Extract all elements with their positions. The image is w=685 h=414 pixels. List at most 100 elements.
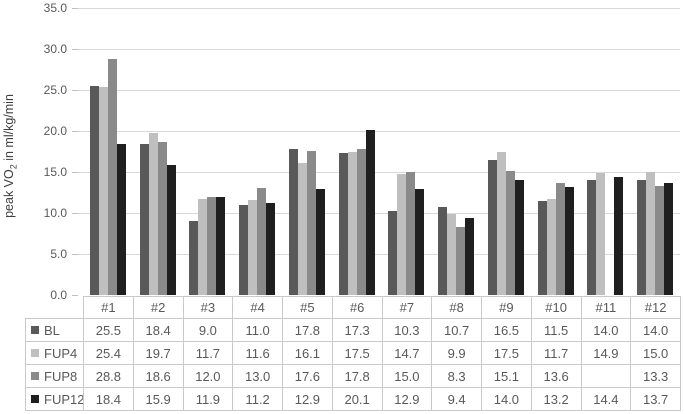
bar-fup8-7 xyxy=(406,172,416,295)
value-cell-fup8-10: 13.6 xyxy=(530,364,582,388)
bar-fup4-9 xyxy=(496,151,506,295)
value-cell-fup8-9: 15.1 xyxy=(481,364,532,388)
value-cell-fup12-2: 15.9 xyxy=(132,387,184,411)
bar-fup12-2 xyxy=(166,164,176,295)
bar-fup4-7 xyxy=(397,174,407,295)
bar-fup4-11 xyxy=(596,172,606,295)
bar-bl-1 xyxy=(89,85,99,295)
gridline xyxy=(78,8,680,9)
table-row-fup4: FUP4 25.4 19.7 11.7 11.6 16.1 17.5 14.7 9.9 17.5 1… xyxy=(25,341,681,365)
y-axis-tick xyxy=(72,254,78,255)
gridline xyxy=(78,49,680,50)
value-cell-fup12-8: 9.4 xyxy=(431,387,482,411)
value-cell-fup12-6: 20.1 xyxy=(331,387,383,411)
bar-fup8-9 xyxy=(505,171,515,295)
y-tick-label: 5.0 xyxy=(50,247,67,261)
value-cell-fup12-4: 11.2 xyxy=(232,387,283,411)
category-label-2: #2 xyxy=(132,296,184,319)
gridline xyxy=(78,172,680,173)
value-cell-fup8-2: 18.6 xyxy=(132,364,184,388)
value-cell-bl-5: 17.8 xyxy=(282,318,333,342)
series-label-cell-fup12: FUP12 xyxy=(25,387,84,411)
bar-bl-7 xyxy=(388,210,398,295)
category-label-5: #5 xyxy=(282,296,333,319)
bar-fup8-6 xyxy=(356,149,366,295)
y-axis-title-text: peak VO xyxy=(2,169,16,218)
bar-fup4-3 xyxy=(198,199,208,295)
bar-bl-12 xyxy=(637,180,647,295)
value-cell-fup8-8: 8.3 xyxy=(431,364,482,388)
y-axis-tick xyxy=(72,172,78,173)
bar-fup12-4 xyxy=(266,203,276,295)
bar-bl-6 xyxy=(338,153,348,295)
table-row-fup12: FUP12 18.4 15.9 11.9 11.2 12.9 20.1 12.9 9.4 14.0… xyxy=(25,387,681,411)
bar-fup12-1 xyxy=(116,144,126,295)
bar-fup12-11 xyxy=(614,176,624,295)
gridline xyxy=(78,131,680,132)
y-axis-tick xyxy=(72,49,78,50)
value-cell-bl-8: 10.7 xyxy=(431,318,482,342)
bar-fup12-8 xyxy=(465,217,475,295)
value-cell-bl-4: 11.0 xyxy=(232,318,283,342)
value-cell-fup8-12: 13.3 xyxy=(630,364,681,388)
value-cell-bl-6: 17.3 xyxy=(331,318,383,342)
y-axis-title-subscript: 2 xyxy=(8,164,19,170)
table-row-fup8: FUP8 28.8 18.6 12.0 13.0 17.6 17.8 15.0 8.3 15.1 1… xyxy=(25,364,681,388)
gridline xyxy=(78,254,680,255)
chart-data-table: #1 #2 #3 #4 #5 #6 #7 #8 #9 #10 #11 #12 BL 25.5 18.4 9.0… xyxy=(25,296,681,411)
bar-bl-10 xyxy=(537,200,547,295)
bar-fup4-8 xyxy=(447,213,457,295)
gridline xyxy=(78,213,680,214)
series-name: BL xyxy=(44,322,60,338)
y-tick-label: 30.0 xyxy=(43,42,67,56)
y-axis-title-units: in ml/kg/min xyxy=(2,94,16,165)
value-cell-fup8-11 xyxy=(580,364,632,388)
bar-bl-11 xyxy=(587,180,597,295)
table-corner-cell xyxy=(26,297,84,319)
bar-bl-4 xyxy=(239,204,249,295)
value-cell-fup4-12: 15.0 xyxy=(630,341,681,365)
legend-swatch-icon xyxy=(31,349,39,358)
bar-fup12-10 xyxy=(564,186,574,295)
value-cell-fup12-9: 14.0 xyxy=(481,387,532,411)
value-cell-fup12-3: 11.9 xyxy=(182,387,234,411)
bar-bl-3 xyxy=(189,221,199,295)
legend-swatch-icon xyxy=(31,395,39,404)
bar-fup4-6 xyxy=(347,151,357,295)
bar-fup4-5 xyxy=(297,162,307,295)
y-axis-tick xyxy=(72,131,78,132)
value-cell-fup12-11: 14.4 xyxy=(580,387,632,411)
value-cell-fup8-4: 13.0 xyxy=(232,364,283,388)
value-cell-fup12-12: 13.7 xyxy=(630,387,681,411)
series-name: FUP8 xyxy=(44,368,78,384)
category-label-10: #10 xyxy=(530,296,582,319)
y-axis-tick xyxy=(72,213,78,214)
value-cell-fup4-7: 14.7 xyxy=(381,341,433,365)
bar-fup4-4 xyxy=(248,199,258,295)
bar-fup12-3 xyxy=(216,197,226,295)
bar-fup12-12 xyxy=(664,182,674,295)
value-cell-fup4-11: 14.9 xyxy=(580,341,632,365)
value-cell-fup4-2: 19.7 xyxy=(132,341,184,365)
bar-bl-5 xyxy=(288,149,298,295)
y-tick-label: 10.0 xyxy=(43,206,67,220)
series-label-cell-fup8: FUP8 xyxy=(25,364,84,388)
value-cell-fup8-3: 12.0 xyxy=(182,364,234,388)
series-name: FUP4 xyxy=(44,345,78,361)
bar-fup8-5 xyxy=(306,150,316,295)
bar-fup8-10 xyxy=(555,183,565,295)
y-axis-tick xyxy=(72,8,78,9)
value-cell-fup4-5: 16.1 xyxy=(282,341,333,365)
value-cell-fup4-3: 11.7 xyxy=(182,341,234,365)
bar-fup8-12 xyxy=(655,185,665,295)
legend-swatch-icon xyxy=(31,372,39,381)
bar-fup12-6 xyxy=(365,130,375,295)
bar-fup12-7 xyxy=(415,189,425,295)
y-axis-title: peak VO2 in ml/kg/min xyxy=(2,56,20,256)
value-cell-fup4-6: 17.5 xyxy=(331,341,383,365)
table-header-row: #1 #2 #3 #4 #5 #6 #7 #8 #9 #10 #11 #12 xyxy=(26,296,681,319)
value-cell-bl-9: 16.5 xyxy=(481,318,532,342)
y-axis-tick xyxy=(72,90,78,91)
bar-fup8-4 xyxy=(257,188,267,295)
series-name: FUP12 xyxy=(44,391,84,407)
